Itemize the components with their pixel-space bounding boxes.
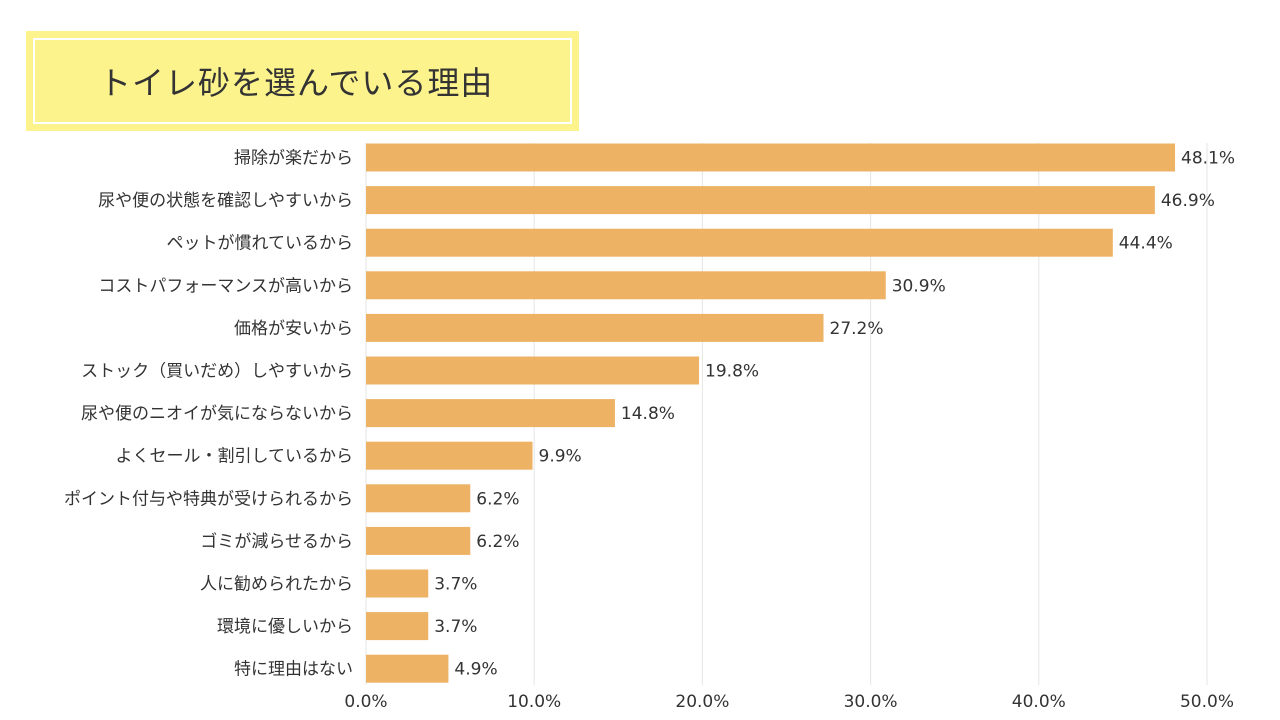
category-label: ペットが慣れているから bbox=[167, 234, 354, 254]
data-label: 44.4% bbox=[1119, 234, 1173, 254]
data-label: 6.2% bbox=[476, 489, 519, 509]
bar bbox=[366, 399, 615, 428]
category-label: 尿や便の状態を確認しやすいから bbox=[98, 191, 353, 211]
data-label: 4.9% bbox=[454, 660, 497, 680]
category-label: ポイント付与や特典が受けられるから bbox=[64, 489, 353, 509]
bar bbox=[366, 441, 533, 470]
x-tick-label: 10.0% bbox=[507, 692, 561, 712]
bar bbox=[366, 186, 1155, 215]
bar bbox=[366, 569, 429, 598]
category-label: よくセール・割引しているから bbox=[116, 447, 354, 467]
bar bbox=[366, 271, 886, 300]
category-label: ストック（買いだめ）しやすいから bbox=[81, 362, 353, 382]
bar bbox=[366, 484, 471, 513]
bar bbox=[366, 228, 1113, 257]
data-label: 30.9% bbox=[892, 276, 946, 296]
category-label: 価格が安いから bbox=[234, 319, 353, 339]
data-label: 3.7% bbox=[434, 575, 477, 595]
data-label: 3.7% bbox=[434, 617, 477, 637]
category-label: コストパフォーマンスが高いから bbox=[98, 276, 353, 296]
category-label: 尿や便のニオイが気にならないから bbox=[81, 404, 353, 424]
data-label: 48.1% bbox=[1181, 149, 1235, 169]
category-label: ゴミが減らせるから bbox=[200, 531, 353, 552]
chart-title-frame: トイレ砂を選んでいる理由 bbox=[33, 38, 572, 124]
chart-title: トイレ砂を選んでいる理由 bbox=[99, 64, 494, 102]
category-label: 掃除が楽だから bbox=[234, 149, 353, 169]
x-tick-label: 30.0% bbox=[844, 692, 898, 712]
data-label: 14.8% bbox=[621, 404, 675, 424]
category-label: 特に理由はない bbox=[234, 660, 353, 680]
bar bbox=[366, 143, 1176, 172]
data-label: 27.2% bbox=[830, 319, 884, 339]
bar bbox=[366, 526, 471, 555]
category-label: 人に勧められたから bbox=[200, 575, 353, 595]
x-tick-label: 50.0% bbox=[1180, 692, 1234, 712]
data-label: 9.9% bbox=[539, 447, 582, 467]
bar bbox=[366, 356, 700, 385]
bar bbox=[366, 654, 449, 683]
data-label: 6.2% bbox=[476, 532, 519, 552]
category-label: 環境に優しいから bbox=[217, 617, 353, 637]
chart-title-box: トイレ砂を選んでいる理由 bbox=[26, 31, 579, 131]
data-label: 46.9% bbox=[1161, 191, 1215, 211]
x-tick-label: 0.0% bbox=[344, 692, 387, 712]
x-tick-label: 20.0% bbox=[675, 692, 729, 712]
data-label: 19.8% bbox=[705, 362, 759, 382]
bar bbox=[366, 313, 824, 342]
bar bbox=[366, 612, 429, 641]
x-tick-label: 40.0% bbox=[1012, 692, 1066, 712]
